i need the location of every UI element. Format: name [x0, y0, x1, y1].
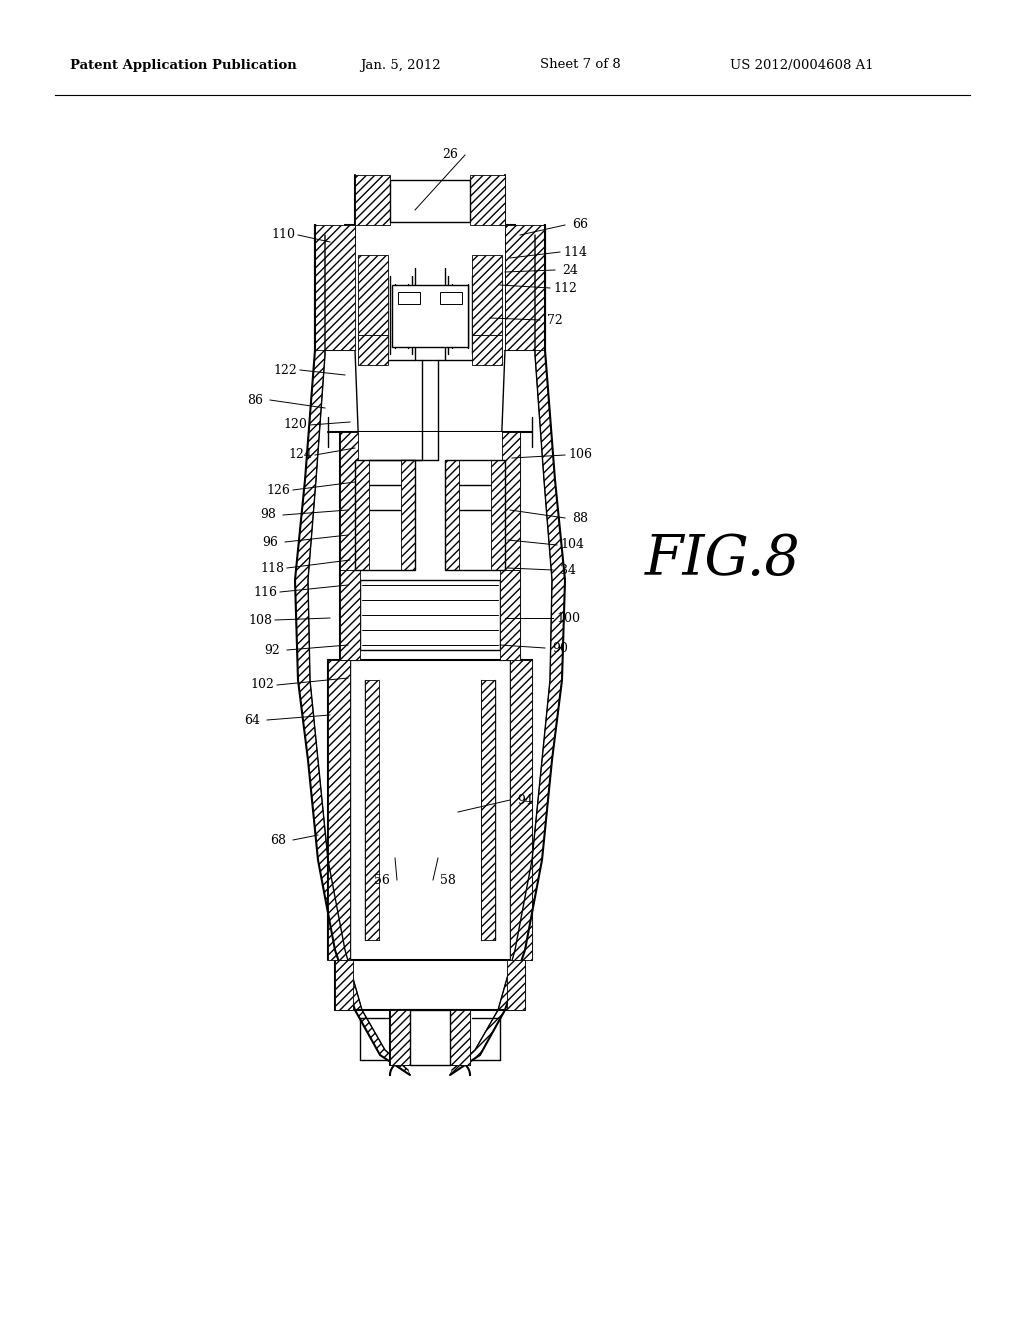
- Text: 106: 106: [568, 449, 592, 462]
- Text: 110: 110: [271, 228, 295, 242]
- Text: 116: 116: [253, 586, 278, 598]
- Text: 64: 64: [244, 714, 260, 726]
- Text: 72: 72: [547, 314, 563, 326]
- Bar: [390, 1010, 410, 1065]
- Text: 88: 88: [572, 511, 588, 524]
- Bar: [345, 224, 355, 247]
- Text: 66: 66: [572, 219, 588, 231]
- Text: 24: 24: [562, 264, 578, 276]
- Bar: [445, 459, 459, 570]
- Text: Jan. 5, 2012: Jan. 5, 2012: [360, 58, 440, 71]
- Bar: [340, 432, 358, 570]
- Bar: [340, 570, 360, 660]
- Bar: [505, 224, 515, 247]
- Text: 102: 102: [250, 678, 274, 692]
- Bar: [472, 335, 502, 366]
- Bar: [335, 960, 353, 1010]
- Bar: [445, 459, 505, 570]
- Text: Patent Application Publication: Patent Application Publication: [70, 58, 297, 71]
- Bar: [355, 459, 415, 570]
- Bar: [450, 1010, 470, 1065]
- Bar: [507, 960, 525, 1010]
- Bar: [365, 680, 379, 940]
- Text: Sheet 7 of 8: Sheet 7 of 8: [540, 58, 621, 71]
- Text: 112: 112: [553, 281, 577, 294]
- Bar: [440, 292, 462, 304]
- Bar: [392, 285, 468, 347]
- Text: 96: 96: [262, 536, 278, 549]
- Text: 34: 34: [560, 564, 575, 577]
- Text: 120: 120: [283, 418, 307, 432]
- Text: 122: 122: [273, 363, 297, 376]
- Bar: [500, 570, 520, 660]
- Bar: [328, 660, 350, 960]
- Bar: [358, 255, 388, 335]
- Text: 58: 58: [440, 874, 456, 887]
- Bar: [355, 459, 369, 570]
- Bar: [398, 292, 420, 304]
- Bar: [510, 660, 532, 960]
- Bar: [379, 680, 481, 940]
- Text: 126: 126: [266, 483, 290, 496]
- Text: 108: 108: [248, 614, 272, 627]
- Text: 114: 114: [563, 246, 587, 259]
- Text: 104: 104: [560, 539, 584, 552]
- Text: 26: 26: [442, 149, 458, 161]
- Bar: [401, 459, 415, 570]
- Bar: [505, 224, 545, 350]
- Bar: [390, 180, 470, 222]
- Text: US 2012/0004608 A1: US 2012/0004608 A1: [730, 58, 873, 71]
- Bar: [490, 459, 505, 570]
- Bar: [502, 432, 520, 570]
- Bar: [358, 432, 502, 570]
- Text: 56: 56: [374, 874, 390, 887]
- Text: 118: 118: [260, 561, 284, 574]
- Text: FIG.8: FIG.8: [645, 533, 801, 587]
- Text: 98: 98: [260, 508, 275, 521]
- Bar: [470, 176, 505, 224]
- Text: 124: 124: [288, 449, 312, 462]
- Text: 90: 90: [552, 642, 568, 655]
- Text: 68: 68: [270, 833, 286, 846]
- Bar: [355, 224, 505, 350]
- Polygon shape: [450, 224, 565, 1074]
- Text: 86: 86: [247, 393, 263, 407]
- Bar: [481, 680, 495, 940]
- Bar: [358, 335, 388, 366]
- Bar: [355, 176, 390, 224]
- Bar: [315, 224, 355, 350]
- Bar: [410, 1010, 450, 1065]
- Polygon shape: [295, 224, 410, 1074]
- Text: 100: 100: [556, 611, 580, 624]
- Text: 92: 92: [264, 644, 280, 656]
- Bar: [472, 255, 502, 335]
- Text: 94: 94: [517, 793, 532, 807]
